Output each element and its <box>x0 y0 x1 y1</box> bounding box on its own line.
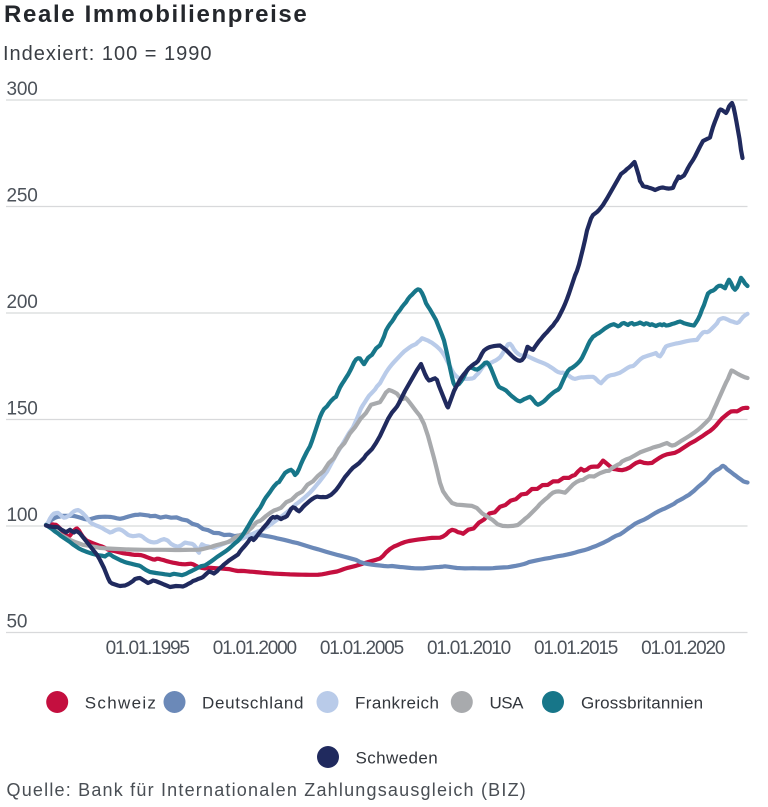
svg-text:100: 100 <box>7 505 38 526</box>
svg-text:01.01.2000: 01.01.2000 <box>213 638 297 659</box>
svg-text:Schweden: Schweden <box>356 748 439 767</box>
svg-text:01.01.1995: 01.01.1995 <box>106 638 190 659</box>
svg-text:Reale Immobilienpreise: Reale Immobilienpreise <box>4 1 308 28</box>
svg-text:01.01.2020: 01.01.2020 <box>641 638 725 659</box>
svg-text:Indexiert: 100 = 1990: Indexiert: 100 = 1990 <box>3 43 212 65</box>
svg-text:01.01.2005: 01.01.2005 <box>320 638 404 659</box>
svg-text:USA: USA <box>490 693 525 712</box>
svg-text:50: 50 <box>7 611 28 632</box>
svg-text:Grossbritannien: Grossbritannien <box>581 693 703 712</box>
svg-text:01.01.2010: 01.01.2010 <box>427 638 511 659</box>
svg-text:Quelle: Bank für International: Quelle: Bank für Internationalen Zahlung… <box>7 780 527 800</box>
svg-text:01.01.2015: 01.01.2015 <box>534 638 618 659</box>
svg-text:250: 250 <box>7 185 38 206</box>
svg-text:200: 200 <box>7 292 38 313</box>
svg-text:Frankreich: Frankreich <box>355 693 439 712</box>
svg-text:300: 300 <box>7 79 38 100</box>
svg-text:150: 150 <box>7 398 38 419</box>
svg-text:Deutschland: Deutschland <box>202 693 304 712</box>
svg-text:Schweiz: Schweiz <box>85 693 157 712</box>
